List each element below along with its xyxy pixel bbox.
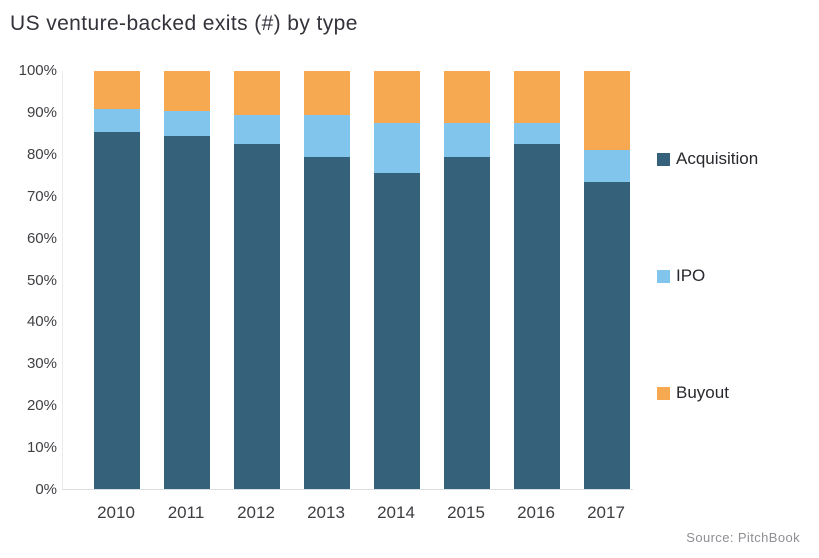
bar-2012 [234,71,280,489]
bar-segment-ipo-2015 [444,123,490,157]
legend-swatch-ipo [657,269,670,283]
y-axis-tick-label: 20% [26,397,57,415]
bar-segment-acquisition-2014 [374,173,420,489]
bar-segment-acquisition-2012 [234,144,280,489]
legend-item-acquisition: Acquisition [657,149,758,169]
bar-2011 [164,71,210,489]
bar-segment-ipo-2017 [584,150,630,182]
chart-title: US venture-backed exits (#) by type [10,12,358,35]
y-axis-tick-label: 90% [26,103,57,121]
bar-segment-buyout-2010 [94,71,140,109]
bar-segment-buyout-2017 [584,71,630,151]
bar-2017 [584,71,630,489]
y-axis-tick-label: 70% [26,187,57,205]
bar-segment-ipo-2014 [374,123,420,174]
bar-segment-acquisition-2010 [94,131,140,489]
bar-segment-acquisition-2016 [514,144,560,489]
legend-swatch-acquisition [657,152,670,166]
bar-2010 [94,71,140,489]
legend-item-ipo: IPO [657,266,705,286]
y-axis-tick-label: 80% [26,145,57,163]
x-axis: 2010 2011 2012 2013 2014 2015 2016 2017 [62,503,633,527]
x-axis-tick-label: 2017 [587,503,625,522]
x-axis-tick-label: 2015 [447,503,485,522]
x-axis-tick-label: 2013 [307,503,345,522]
bar-segment-buyout-2012 [234,71,280,115]
bar-segment-buyout-2016 [514,71,560,124]
y-axis-tick-label: 100% [18,62,57,79]
bar-segment-ipo-2010 [94,108,140,132]
y-axis-tick-label: 30% [26,355,57,373]
bar-segment-buyout-2015 [444,71,490,124]
bar-segment-acquisition-2011 [164,135,210,489]
bar-2014 [374,71,420,489]
source-note: Source: PitchBook [686,530,800,545]
bar-segment-ipo-2016 [514,123,560,145]
legend-item-buyout: Buyout [657,383,729,403]
bar-segment-ipo-2011 [164,110,210,136]
bar-segment-ipo-2012 [234,114,280,145]
legend-label-acquisition: Acquisition [676,149,759,168]
legend-label-buyout: Buyout [676,383,729,402]
bar-segment-buyout-2013 [304,71,350,115]
x-axis-tick-label: 2012 [237,503,275,522]
legend-swatch-buyout [657,386,670,400]
y-axis-tick-label: 10% [26,439,57,457]
y-axis-tick-label: 50% [26,271,57,289]
bar-2016 [514,71,560,489]
bar-segment-acquisition-2017 [584,181,630,489]
bar-2013 [304,71,350,489]
bar-segment-buyout-2014 [374,71,420,124]
x-axis-tick-label: 2016 [517,503,555,522]
y-axis-tick-label: 0% [35,481,57,498]
bar-segment-acquisition-2013 [304,156,350,489]
legend-label-ipo: IPO [676,266,706,285]
bar-2015 [444,71,490,489]
y-axis: 100% 90% 80% 70% 60% 50% 40% 30% 20% 10% 0% [0,63,57,498]
x-axis-tick-label: 2011 [167,503,205,522]
x-axis-tick-label: 2014 [377,503,415,522]
y-axis-tick-label: 60% [26,229,57,247]
bar-segment-acquisition-2015 [444,156,490,489]
y-axis-tick-label: 40% [26,313,57,331]
x-axis-tick-label: 2010 [97,503,135,522]
bar-segment-ipo-2013 [304,114,350,157]
bar-segment-buyout-2011 [164,71,210,111]
plot-area [62,71,633,490]
